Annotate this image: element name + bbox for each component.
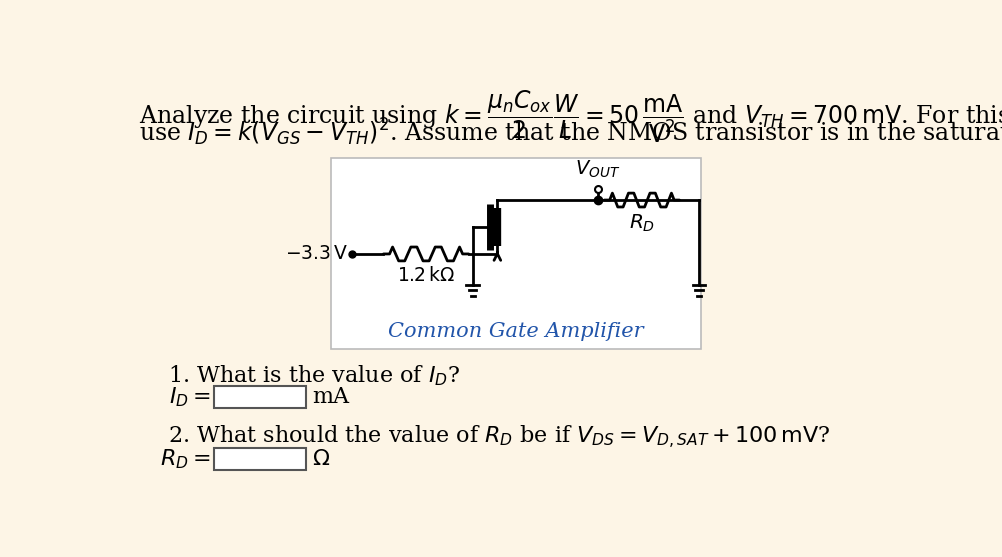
Bar xyxy=(331,158,700,349)
Text: use $I_D = k(V_{GS} - V_{TH})^2$. Assume that the NMOS transistor is in the satu: use $I_D = k(V_{GS} - V_{TH})^2$. Assume… xyxy=(139,117,1002,149)
Text: mA: mA xyxy=(312,386,349,408)
Text: 1. What is the value of $I_D$?: 1. What is the value of $I_D$? xyxy=(167,363,460,388)
Text: 2. What should the value of $R_D$ be if $V_{DS} = V_{D,SAT} + 100\,\mathrm{mV}$?: 2. What should the value of $R_D$ be if … xyxy=(167,423,830,451)
Text: Common Gate Amplifier: Common Gate Amplifier xyxy=(388,322,643,341)
Text: $R_D =$: $R_D =$ xyxy=(160,447,210,471)
Text: Analyze the circuit using $k = \dfrac{\mu_n C_{ox}}{2} \dfrac{W}{L} = 50\,\dfrac: Analyze the circuit using $k = \dfrac{\m… xyxy=(139,89,1002,145)
Bar xyxy=(214,448,306,470)
Text: $R_D$: $R_D$ xyxy=(628,212,654,234)
Bar xyxy=(214,387,306,408)
Text: $\Omega$: $\Omega$ xyxy=(312,448,330,470)
Text: $I_D =$: $I_D =$ xyxy=(168,385,210,409)
Text: $-3.3\,\mathrm{V}$: $-3.3\,\mathrm{V}$ xyxy=(285,245,349,263)
Text: $1.2\,\mathrm{k\Omega}$: $1.2\,\mathrm{k\Omega}$ xyxy=(397,266,455,285)
Text: $V_{OUT}$: $V_{OUT}$ xyxy=(575,159,620,180)
